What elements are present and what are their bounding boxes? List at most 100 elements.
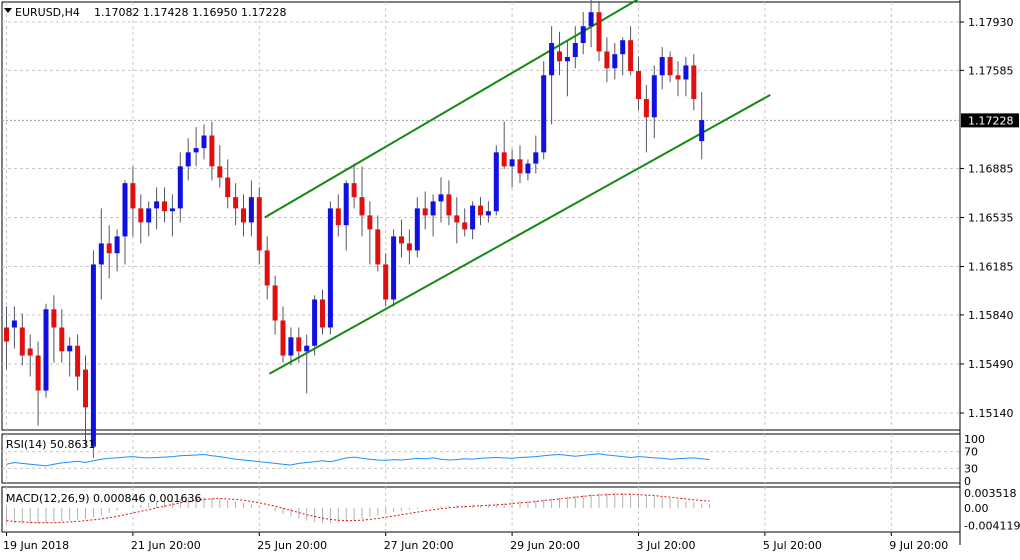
candle-bear [668,57,673,75]
price-tick-label: 1.16885 [968,162,1014,175]
candle-bear [676,75,681,79]
price-tick-label: 1.16535 [968,212,1014,225]
candle-bull [415,208,420,250]
candle-bull [431,201,436,215]
candle-bull [344,183,349,225]
candle-bear [604,51,609,68]
candle-bull [288,337,293,355]
candle-bull [178,166,183,208]
candle-bull [123,183,128,236]
candle-bear [265,250,270,285]
candle-bear [138,208,143,222]
candle-bull [510,159,515,166]
candle-bull [565,57,570,61]
candle-bear [352,183,357,197]
current-price-label: 1.17228 [968,114,1014,127]
price-tick-label: 1.17930 [968,16,1014,29]
ohlc-low: 1.16950 [192,6,238,19]
candle-bull [494,152,499,211]
candle-bear [209,136,214,167]
candle-bear [225,178,230,198]
candle-bear [130,183,135,208]
candle-bull [699,120,704,141]
candle-bull [533,152,538,163]
candle-bear [383,264,388,299]
candle-bull [589,12,594,26]
rsi-tick-label: 100 [964,433,985,446]
price-tick-label: 1.15840 [968,309,1014,322]
candle-bear [636,71,641,99]
macd-tick-label: -0.004119 [964,519,1020,532]
candle-bear [59,328,64,352]
candle-bear [644,99,649,117]
candle-bear [336,208,341,225]
time-tick-label: 5 Jul 20:00 [763,539,822,552]
candle-bear [423,208,428,215]
candle-bear [478,206,483,216]
candle-bull [91,264,96,446]
price-axis: 1.179301.175851.168851.165351.161851.158… [960,16,1019,420]
candle-bear [446,194,451,215]
time-tick-label: 19 Jun 2018 [3,539,69,552]
macd-tick-label: 0.003518 [964,487,1017,500]
candle-bear [51,309,56,327]
candle-bull [652,75,657,117]
candle-bull [612,54,617,68]
rsi-header: RSI(14) 50.8631 [6,438,95,451]
ohlc-open: 1.17082 [94,6,140,19]
candle-bull [202,136,207,149]
candle-bull [391,236,396,299]
candle-bear [502,152,507,166]
macd-tick-label: 0.00 [964,502,989,515]
candle-bear [257,197,262,250]
candle-bear [375,229,380,264]
time-tick-label: 27 Jun 20:00 [384,539,454,552]
candle-bull [44,309,49,390]
candle-bull [12,321,17,328]
candle-bull [115,236,120,253]
candle-bear [557,51,562,61]
candle-bull [525,164,530,174]
price-tick-label: 1.15490 [968,358,1014,371]
candle-bull [486,211,491,215]
candle-bull [146,208,151,222]
candle-bull [683,65,688,79]
candle-bull [573,43,578,57]
candle-bull [99,243,104,264]
symbol-label: EURUSD,H4 [15,6,80,19]
macd-header: MACD(12,26,9) 0.000846 0.001636 [6,492,202,505]
candle-bear [628,40,633,71]
panel-frames [2,0,960,545]
candle-bear [20,328,25,356]
time-tick-label: 9 Jul 20:00 [889,539,948,552]
candle-bear [407,243,412,250]
candle-bull [304,346,309,352]
candle-bear [4,328,9,342]
candle-bear [75,346,80,377]
time-tick-label: 3 Jul 20:00 [637,539,696,552]
time-tick-label: 21 Jun 20:00 [131,539,201,552]
candle-bull [312,299,317,345]
candle-bear [233,197,238,208]
time-tick-label: 29 Jun 20:00 [510,539,580,552]
price-tick-label: 1.17585 [968,64,1014,77]
candle-bear [691,65,696,99]
candle-bear [462,222,467,229]
rsi-tick-label: 70 [964,446,978,459]
ohlc-close: 1.17228 [241,6,287,19]
candle-bear [83,370,88,408]
candle-bear [273,285,278,320]
candle-bear [518,159,523,173]
candle-bull [620,40,625,54]
rsi-tick-label: 30 [964,462,978,475]
candle-bull [328,208,333,327]
candle-bull [154,201,159,208]
candle-bull [581,26,586,43]
candle-bull [249,197,254,222]
ohlc-high: 1.17428 [143,6,189,19]
candle-bear [107,243,112,253]
candle-bull [194,148,199,152]
candle-bear [296,337,301,351]
